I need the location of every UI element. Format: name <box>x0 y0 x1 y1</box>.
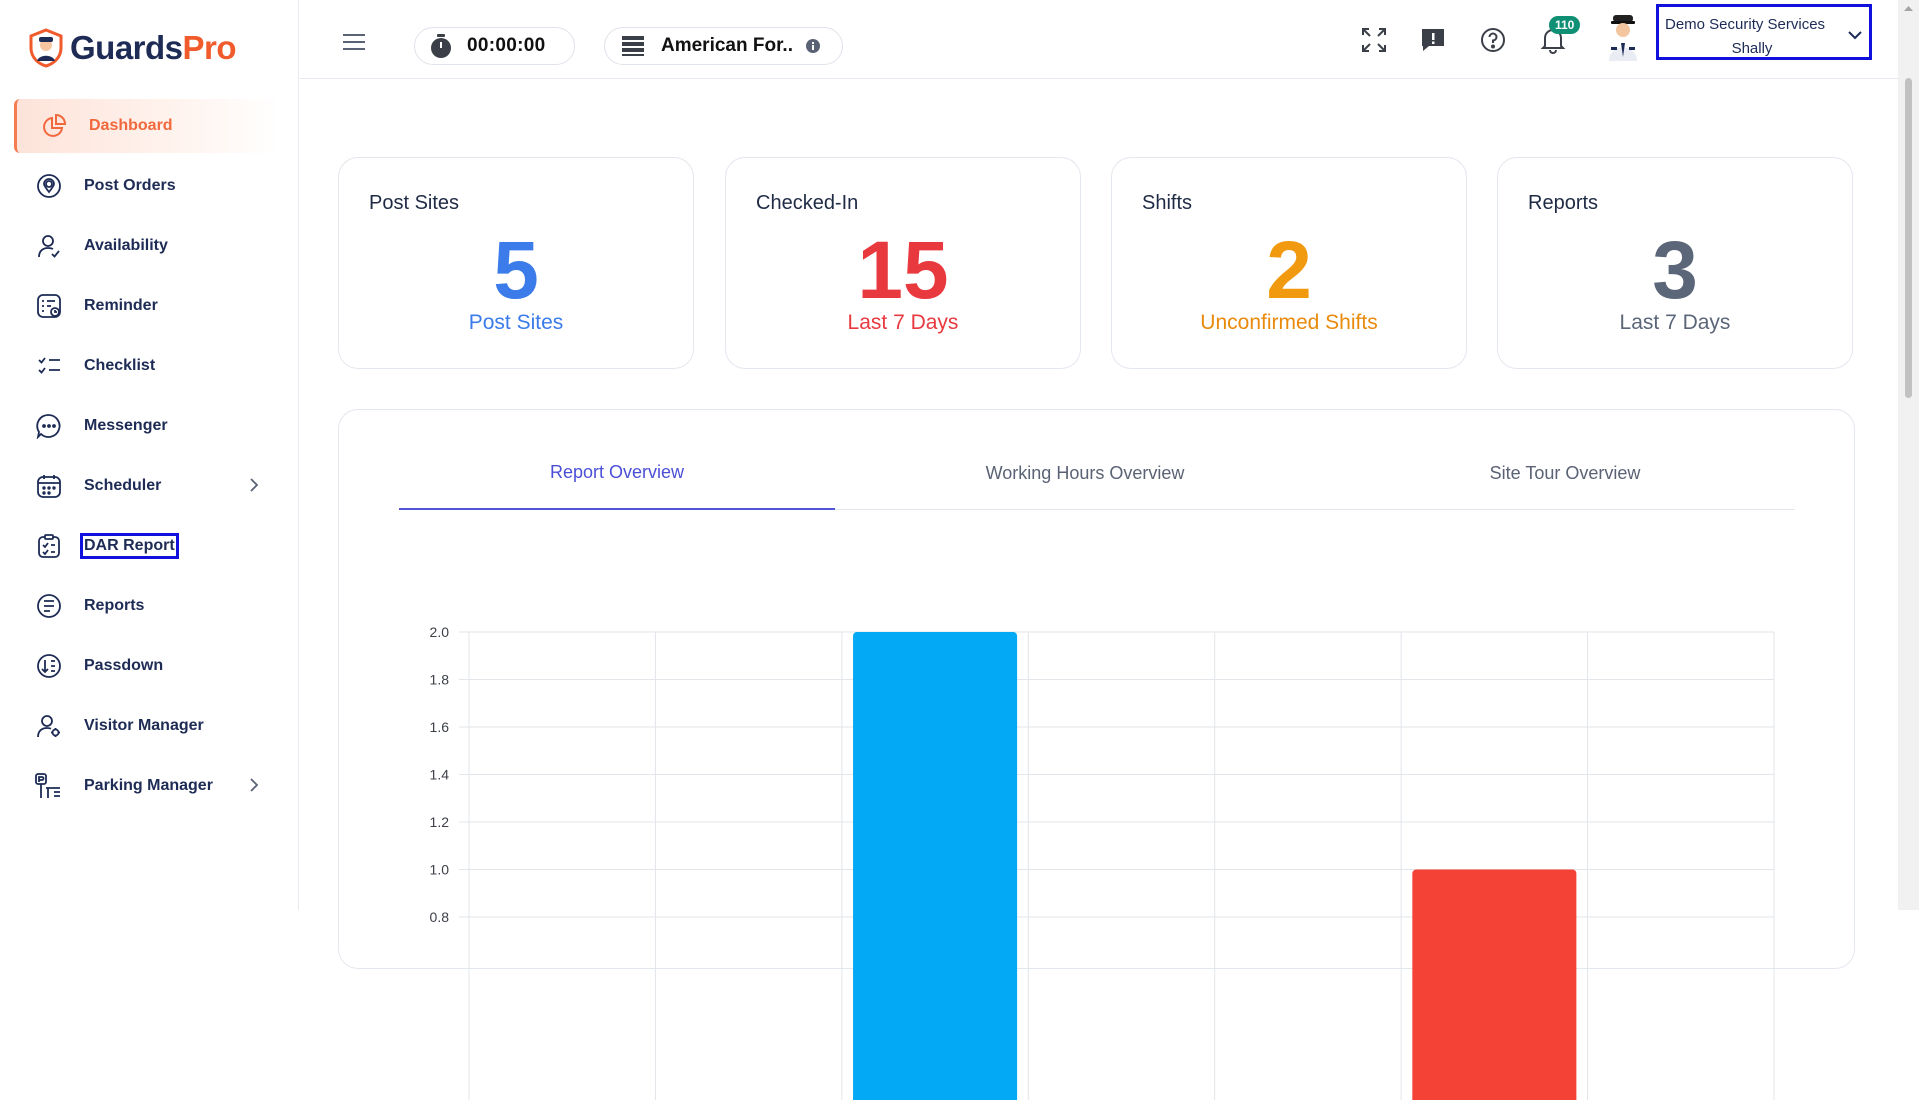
list-clock-icon <box>34 291 64 321</box>
sidebar-item-reports[interactable]: Reports <box>14 579 280 633</box>
stat-value: 5 <box>339 230 693 312</box>
stat-title: Post Sites <box>369 192 459 215</box>
sidebar-item-dar-report[interactable]: DAR Report <box>14 519 280 573</box>
guard-shield-icon <box>28 28 64 68</box>
notification-badge: 110 <box>1549 16 1580 34</box>
clipboard-check-icon <box>34 531 64 561</box>
scroll-up-icon[interactable] <box>1898 2 1919 16</box>
avatar[interactable] <box>1605 13 1641 63</box>
sidebar-item-label: Dashboard <box>89 117 173 135</box>
stat-title: Shifts <box>1142 192 1192 215</box>
stat-value: 2 <box>1112 230 1466 312</box>
sidebar-item-label: Post Orders <box>84 177 176 195</box>
checklist-icon <box>34 351 64 381</box>
company-selector[interactable]: American For.. <box>604 27 843 65</box>
brand-name-part1: Guards <box>70 29 183 66</box>
sidebar-item-label: Availability <box>84 237 168 255</box>
database-icon <box>621 35 645 57</box>
sidebar-item-reminder[interactable]: Reminder <box>14 279 280 333</box>
user-name: Shally <box>1659 40 1845 57</box>
chart-bar[interactable] <box>853 632 1017 1100</box>
hamburger-menu-icon[interactable] <box>342 33 366 56</box>
sidebar-item-label: Passdown <box>84 657 163 675</box>
sidebar-item-scheduler[interactable]: Scheduler <box>14 459 280 513</box>
stat-subtitle: Post Sites <box>339 311 693 335</box>
chat-icon <box>34 411 64 441</box>
company-name: American For.. <box>661 35 793 57</box>
chart-bar[interactable] <box>1412 870 1576 1100</box>
stat-title: Checked-In <box>756 192 858 215</box>
page-scrollbar[interactable] <box>1898 0 1919 910</box>
overview-tabs: Report Overview Working Hours Overview S… <box>399 436 1795 510</box>
sidebar: GuardsPro Dashboard Post Orders Availabi… <box>0 0 299 910</box>
stat-card-reports[interactable]: Reports 3 Last 7 Days <box>1497 157 1853 369</box>
y-tick-label: 2.0 <box>430 624 450 640</box>
stopwatch-icon <box>429 33 453 59</box>
sidebar-nav: Dashboard Post Orders Availability Remin… <box>14 99 280 819</box>
sidebar-item-label: DAR Report <box>84 537 175 555</box>
document-lines-icon <box>34 591 64 621</box>
sidebar-item-availability[interactable]: Availability <box>14 219 280 273</box>
chevron-right-icon[interactable] <box>248 777 260 798</box>
report-bar-chart: 2.0 1.8 1.6 1.4 1.2 1.0 0.8 <box>339 600 1856 1100</box>
tab-site-tour-overview[interactable]: Site Tour Overview <box>1335 436 1795 510</box>
y-tick-label: 1.6 <box>430 719 450 735</box>
sidebar-item-label: Scheduler <box>84 477 161 495</box>
tab-report-overview[interactable]: Report Overview <box>399 436 835 510</box>
user-check-icon <box>34 231 64 261</box>
user-menu[interactable]: Demo Security Services Shally <box>1656 4 1872 60</box>
sidebar-item-visitor-manager[interactable]: Visitor Manager <box>14 699 280 753</box>
sidebar-item-checklist[interactable]: Checklist <box>14 339 280 393</box>
stat-title: Reports <box>1528 192 1598 215</box>
info-icon[interactable] <box>805 38 821 54</box>
sort-down-icon <box>34 651 64 681</box>
parking-icon <box>34 771 64 801</box>
stat-card-shifts[interactable]: Shifts 2 Unconfirmed Shifts <box>1111 157 1467 369</box>
help-icon[interactable] <box>1477 24 1509 56</box>
calendar-icon <box>34 471 64 501</box>
sidebar-item-label: Messenger <box>84 417 168 435</box>
feedback-icon[interactable] <box>1417 24 1449 56</box>
top-bar: 00:00:00 American For.. 110 Dem <box>300 0 1898 79</box>
sidebar-item-passdown[interactable]: Passdown <box>14 639 280 693</box>
pie-chart-icon <box>39 111 69 141</box>
chevron-right-icon[interactable] <box>248 477 260 498</box>
y-tick-label: 0.8 <box>430 909 450 925</box>
fullscreen-icon[interactable] <box>1358 24 1390 56</box>
sidebar-item-label: Reminder <box>84 297 158 315</box>
sidebar-item-label: Visitor Manager <box>84 717 204 735</box>
sidebar-item-label: Checklist <box>84 357 155 375</box>
stat-subtitle: Unconfirmed Shifts <box>1112 311 1466 335</box>
y-tick-label: 1.0 <box>430 862 450 878</box>
sidebar-item-label: Parking Manager <box>84 777 213 795</box>
brand-logo[interactable]: GuardsPro <box>28 28 236 68</box>
stat-card-checked-in[interactable]: Checked-In 15 Last 7 Days <box>725 157 1081 369</box>
stat-subtitle: Last 7 Days <box>1498 311 1852 335</box>
scrollbar-thumb[interactable] <box>1905 78 1912 398</box>
user-settings-icon <box>34 711 64 741</box>
sidebar-item-post-orders[interactable]: Post Orders <box>14 159 280 213</box>
location-pin-icon <box>34 171 64 201</box>
sidebar-item-messenger[interactable]: Messenger <box>14 399 280 453</box>
sidebar-item-dashboard[interactable]: Dashboard <box>14 99 280 153</box>
stat-value: 15 <box>726 230 1080 312</box>
sidebar-item-parking-manager[interactable]: Parking Manager <box>14 759 280 813</box>
y-tick-label: 1.2 <box>430 814 450 830</box>
overview-card: Report Overview Working Hours Overview S… <box>338 409 1855 969</box>
brand-name-part2: Pro <box>183 29 237 66</box>
y-tick-label: 1.4 <box>430 767 450 783</box>
y-tick-label: 1.8 <box>430 672 450 688</box>
stat-subtitle: Last 7 Days <box>726 311 1080 335</box>
stat-value: 3 <box>1498 230 1852 312</box>
stat-card-post-sites[interactable]: Post Sites 5 Post Sites <box>338 157 694 369</box>
user-company: Demo Security Services <box>1665 16 1825 33</box>
timer-pill[interactable]: 00:00:00 <box>414 27 575 65</box>
timer-value: 00:00:00 <box>467 35 545 57</box>
sidebar-item-label: Reports <box>84 597 144 615</box>
chevron-down-icon[interactable] <box>1847 27 1863 45</box>
tab-working-hours-overview[interactable]: Working Hours Overview <box>835 436 1335 510</box>
